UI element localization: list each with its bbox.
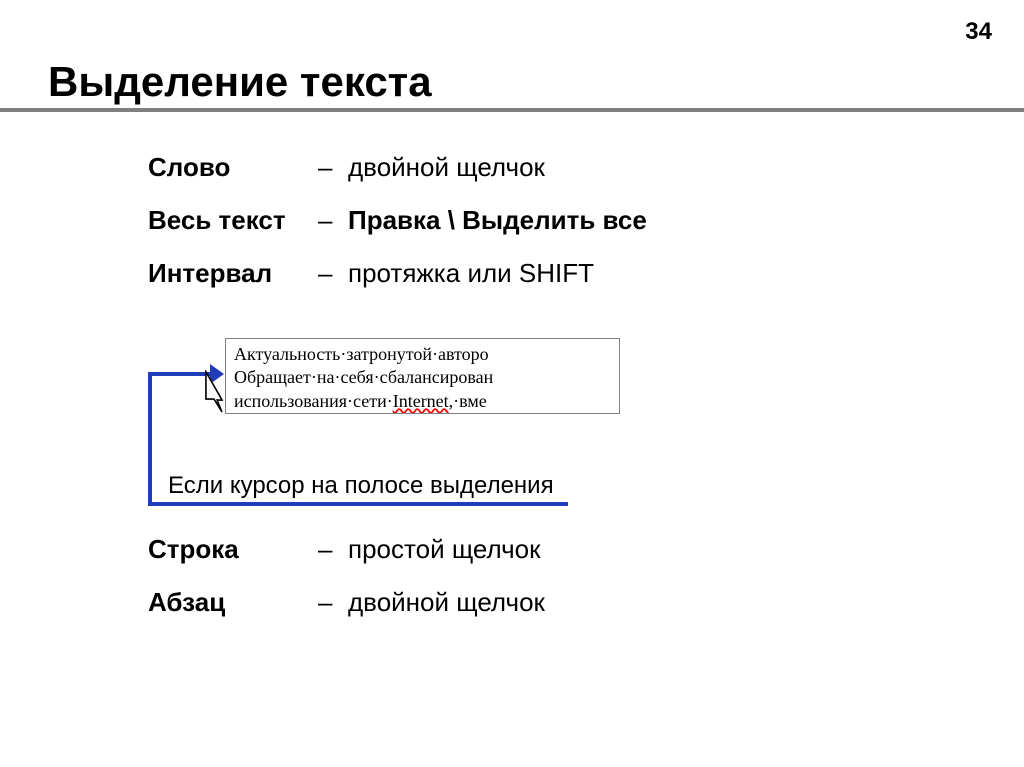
- description: протяжка или SHIFT: [348, 258, 594, 289]
- description: двойной щелчок: [348, 152, 545, 183]
- description: двойной щелчок: [348, 587, 545, 618]
- term: Весь текст: [148, 205, 318, 236]
- connector-line-vertical: [148, 372, 152, 506]
- dash: –: [318, 258, 348, 289]
- textbox-content: Актуальность·затронутой·авторо Обращает·…: [225, 338, 620, 414]
- table-row: Слово – двойной щелчок: [148, 152, 647, 183]
- term: Слово: [148, 152, 318, 183]
- definition-table-1: Слово – двойной щелчок Весь текст – Прав…: [148, 152, 647, 311]
- description: Правка \ Выделить все: [348, 205, 647, 236]
- slide-title: Выделение текста: [48, 58, 432, 106]
- cursor-arrow-icon: [196, 370, 236, 419]
- slide: 34 Выделение текста Слово – двойной щелч…: [0, 0, 1024, 767]
- textbox-line: Актуальность·затронутой·авторо: [234, 343, 611, 366]
- term: Абзац: [148, 587, 318, 618]
- dash: –: [318, 205, 348, 236]
- dash: –: [318, 587, 348, 618]
- table-row: Весь текст – Правка \ Выделить все: [148, 205, 647, 236]
- page-number: 34: [965, 18, 992, 46]
- textbox-line: Обращает·на·себя·сбалансирован: [234, 366, 611, 389]
- wavy-underlined-word: Internet: [393, 391, 449, 411]
- sample-textbox: Актуальность·затронутой·авторо Обращает·…: [225, 338, 620, 414]
- dash: –: [318, 534, 348, 565]
- table-row: Строка – простой щелчок: [148, 534, 545, 565]
- caption-underline: [148, 502, 568, 506]
- term: Строка: [148, 534, 318, 565]
- description: простой щелчок: [348, 534, 541, 565]
- textbox-line: использования·сети·Internet,·вме: [234, 390, 611, 413]
- table-row: Абзац – двойной щелчок: [148, 587, 545, 618]
- dash: –: [318, 152, 348, 183]
- definition-table-2: Строка – простой щелчок Абзац – двойной …: [148, 534, 545, 640]
- caption-text: Если курсор на полосе выделения: [168, 472, 554, 500]
- table-row: Интервал – протяжка или SHIFT: [148, 258, 647, 289]
- term: Интервал: [148, 258, 318, 289]
- title-underline: [0, 108, 1024, 112]
